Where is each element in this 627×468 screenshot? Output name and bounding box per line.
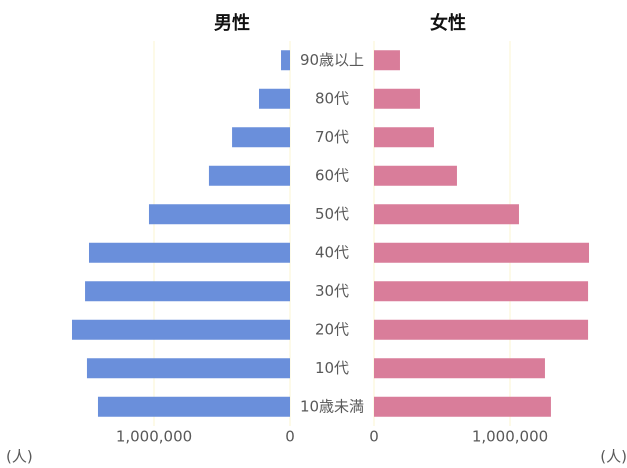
bar xyxy=(258,88,290,109)
category-label: 10歳未満 xyxy=(300,397,364,415)
bar xyxy=(374,396,551,417)
x-tick-label: 0 xyxy=(285,428,295,446)
axis-unit: (人) xyxy=(600,448,627,466)
category-label: 70代 xyxy=(315,128,349,146)
bar xyxy=(281,50,290,71)
category-label: 40代 xyxy=(315,243,349,261)
bar xyxy=(232,127,290,148)
bar xyxy=(374,50,400,71)
category-label: 80代 xyxy=(315,89,349,107)
series-header: 男性 xyxy=(214,12,250,34)
category-label: 50代 xyxy=(315,205,349,223)
bar xyxy=(148,204,290,225)
bar xyxy=(86,358,291,379)
x-tick-label: 0 xyxy=(369,428,379,446)
bar xyxy=(374,204,519,225)
bar xyxy=(374,88,420,109)
category-label: 60代 xyxy=(315,166,349,184)
axis-unit: (人) xyxy=(6,448,33,466)
bar xyxy=(85,281,290,302)
bar xyxy=(208,165,290,186)
bar xyxy=(374,319,589,340)
bar xyxy=(374,127,434,148)
category-label: 10代 xyxy=(315,359,349,377)
x-tick-label: 1,000,000 xyxy=(116,428,192,446)
bar xyxy=(71,319,290,340)
bar xyxy=(88,242,290,263)
category-label: 20代 xyxy=(315,320,349,338)
category-label: 30代 xyxy=(315,282,349,300)
bar xyxy=(97,396,290,417)
bar xyxy=(374,281,589,302)
category-label: 90歳以上 xyxy=(300,51,364,69)
x-tick-label: 1,000,000 xyxy=(472,428,548,446)
bar xyxy=(374,358,545,379)
bar xyxy=(374,165,457,186)
series-header: 女性 xyxy=(430,12,466,34)
bar xyxy=(374,242,590,263)
